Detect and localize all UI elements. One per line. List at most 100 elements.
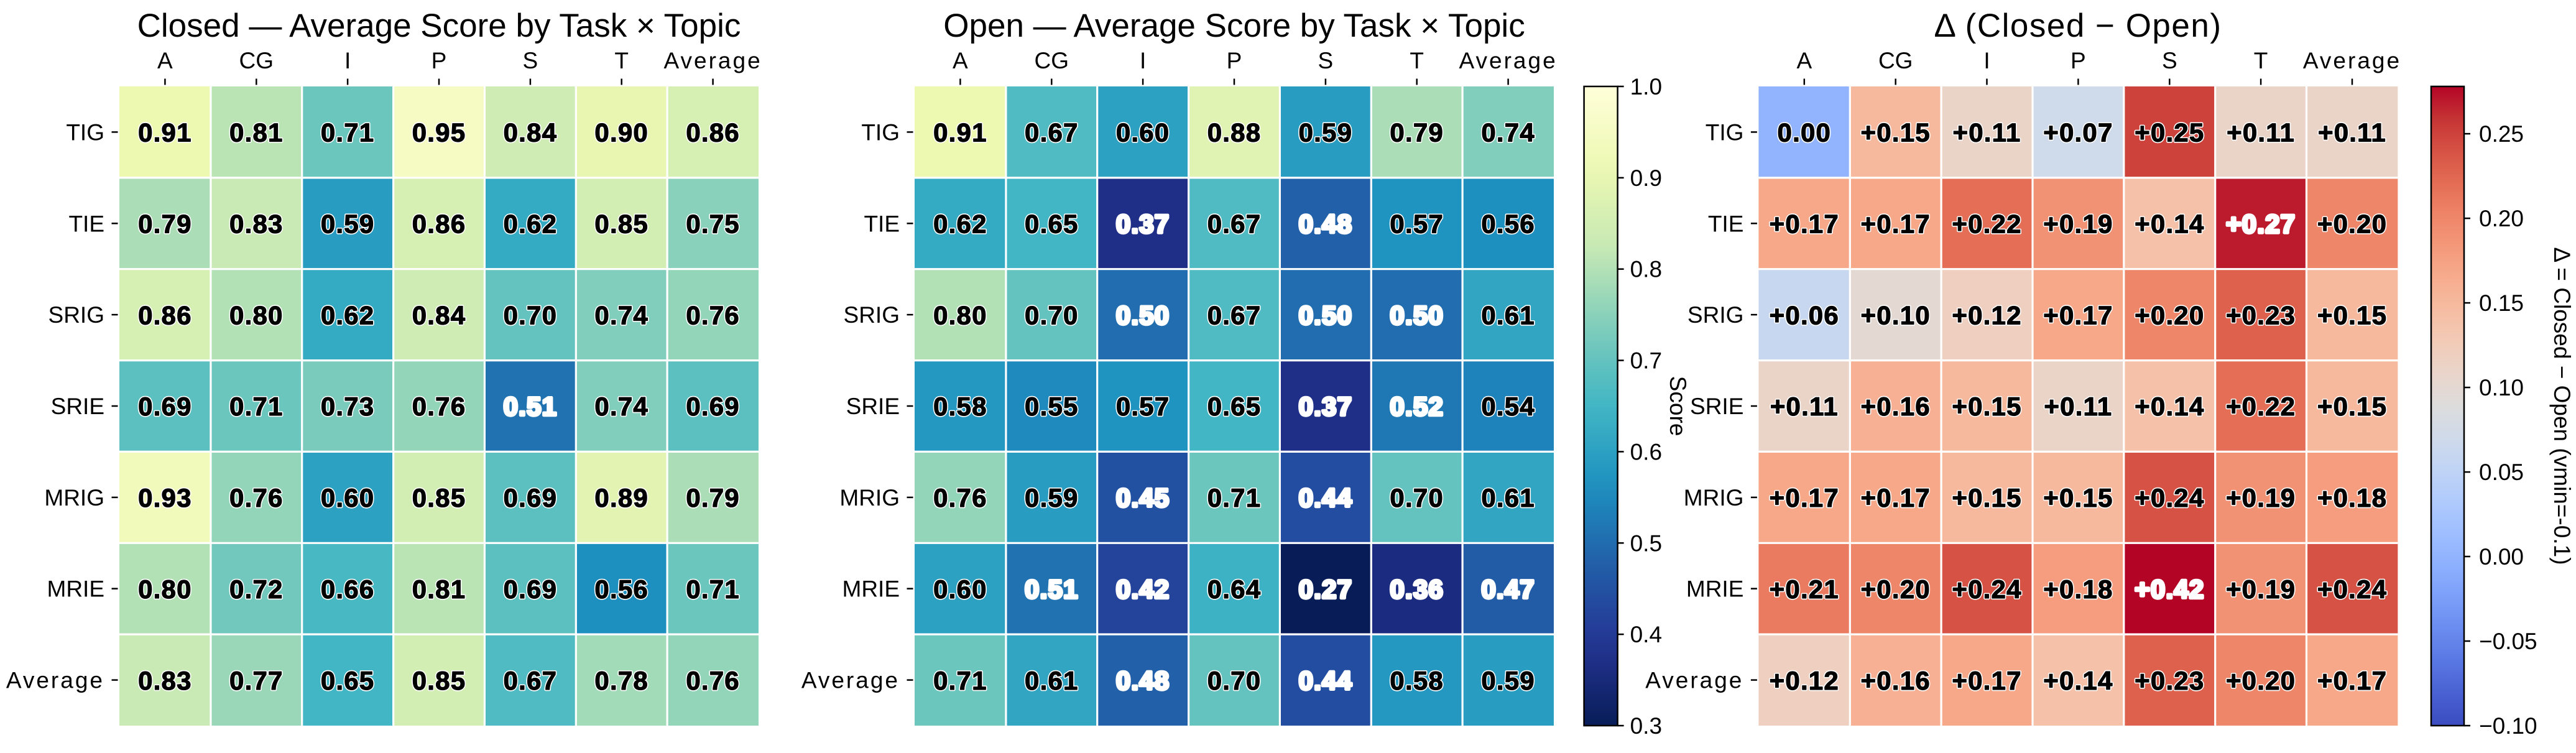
svg-text:0.45: 0.45 bbox=[1116, 483, 1170, 512]
svg-text:+0.07: +0.07 bbox=[2043, 118, 2113, 147]
svg-text:0.56: 0.56 bbox=[1481, 210, 1535, 239]
svg-text:I: I bbox=[1140, 48, 1146, 73]
svg-text:0.76: 0.76 bbox=[412, 392, 466, 421]
svg-text:0.25: 0.25 bbox=[2479, 121, 2524, 147]
svg-text:0.67: 0.67 bbox=[1207, 210, 1262, 239]
svg-text:0.72: 0.72 bbox=[229, 575, 284, 604]
svg-text:0.61: 0.61 bbox=[1025, 666, 1079, 695]
svg-text:+0.15: +0.15 bbox=[2317, 392, 2387, 421]
svg-text:0.50: 0.50 bbox=[1116, 300, 1170, 330]
svg-text:0.70: 0.70 bbox=[1025, 300, 1079, 330]
svg-text:+0.11: +0.11 bbox=[1953, 118, 2021, 147]
svg-text:0.76: 0.76 bbox=[686, 666, 740, 695]
svg-text:0.86: 0.86 bbox=[138, 300, 192, 330]
svg-text:0.67: 0.67 bbox=[504, 666, 558, 695]
svg-text:0.50: 0.50 bbox=[1299, 300, 1353, 330]
svg-text:0.60: 0.60 bbox=[321, 483, 375, 512]
svg-text:+0.17: +0.17 bbox=[1952, 666, 2021, 695]
svg-text:0.85: 0.85 bbox=[412, 666, 466, 695]
svg-text:0.85: 0.85 bbox=[412, 666, 466, 695]
svg-text:+0.10: +0.10 bbox=[1861, 300, 1931, 330]
svg-text:0.71: 0.71 bbox=[321, 118, 375, 147]
svg-text:0.10: 0.10 bbox=[2479, 375, 2524, 400]
svg-text:+0.17: +0.17 bbox=[1861, 210, 1931, 239]
svg-text:0.85: 0.85 bbox=[594, 210, 649, 239]
svg-text:+0.20: +0.20 bbox=[2317, 210, 2387, 239]
svg-text:0.50: 0.50 bbox=[1299, 300, 1353, 330]
svg-text:0.48: 0.48 bbox=[1116, 666, 1170, 695]
svg-text:0.70: 0.70 bbox=[1390, 483, 1444, 512]
svg-text:0.69: 0.69 bbox=[686, 392, 740, 421]
svg-text:+0.17: +0.17 bbox=[1770, 210, 1839, 239]
svg-text:0.61: 0.61 bbox=[1025, 666, 1079, 695]
svg-text:0.42: 0.42 bbox=[1116, 575, 1170, 604]
svg-text:+0.15: +0.15 bbox=[1952, 483, 2021, 512]
svg-text:+0.17: +0.17 bbox=[1770, 483, 1839, 512]
svg-text:+0.19: +0.19 bbox=[2043, 210, 2113, 239]
svg-text:0.54: 0.54 bbox=[1481, 392, 1535, 421]
svg-text:+0.22: +0.22 bbox=[1952, 210, 2021, 239]
svg-text:+0.20: +0.20 bbox=[2317, 210, 2387, 239]
svg-text:0.62: 0.62 bbox=[504, 210, 558, 239]
svg-text:0.79: 0.79 bbox=[686, 483, 740, 512]
svg-text:TIG: TIG bbox=[1706, 119, 1744, 145]
svg-text:0.37: 0.37 bbox=[1299, 392, 1353, 421]
svg-text:+0.19: +0.19 bbox=[2226, 575, 2296, 604]
svg-text:0.83: 0.83 bbox=[229, 210, 284, 239]
svg-text:+0.24: +0.24 bbox=[2135, 483, 2204, 512]
svg-text:0.67: 0.67 bbox=[1025, 118, 1079, 147]
svg-text:0.9: 0.9 bbox=[1630, 165, 1662, 191]
svg-text:0.69: 0.69 bbox=[504, 483, 558, 512]
svg-text:+0.18: +0.18 bbox=[2043, 575, 2113, 604]
svg-text:0.73: 0.73 bbox=[321, 392, 375, 421]
svg-text:0.56: 0.56 bbox=[594, 575, 649, 604]
svg-text:TIE: TIE bbox=[68, 211, 104, 236]
svg-text:0.71: 0.71 bbox=[229, 392, 284, 421]
svg-text:0.88: 0.88 bbox=[1207, 118, 1262, 147]
svg-text:MRIE: MRIE bbox=[47, 576, 105, 602]
svg-text:Average: Average bbox=[1459, 48, 1558, 73]
svg-text:0.81: 0.81 bbox=[412, 575, 466, 604]
svg-text:0.85: 0.85 bbox=[594, 210, 649, 239]
svg-text:0.90: 0.90 bbox=[594, 118, 649, 147]
svg-text:0.00: 0.00 bbox=[1778, 118, 1832, 147]
svg-text:+0.17: +0.17 bbox=[2043, 300, 2113, 330]
svg-text:0.93: 0.93 bbox=[138, 483, 192, 512]
svg-text:0.65: 0.65 bbox=[1207, 392, 1262, 421]
svg-text:0.59: 0.59 bbox=[1481, 666, 1535, 695]
svg-text:0.86: 0.86 bbox=[412, 210, 466, 239]
svg-text:Average: Average bbox=[6, 668, 104, 693]
svg-text:0.61: 0.61 bbox=[1481, 300, 1535, 330]
svg-text:+0.11: +0.11 bbox=[1770, 392, 1839, 421]
svg-text:+0.17: +0.17 bbox=[2317, 666, 2387, 695]
svg-text:0.37: 0.37 bbox=[1116, 210, 1170, 239]
svg-text:0.57: 0.57 bbox=[1116, 392, 1170, 421]
svg-text:0.44: 0.44 bbox=[1299, 483, 1353, 512]
svg-text:TIG: TIG bbox=[861, 119, 900, 145]
svg-text:0.79: 0.79 bbox=[686, 483, 740, 512]
svg-text:0.51: 0.51 bbox=[1025, 575, 1079, 604]
svg-text:0.85: 0.85 bbox=[412, 483, 466, 512]
svg-text:TIE: TIE bbox=[1708, 211, 1744, 236]
svg-text:+0.07: +0.07 bbox=[2043, 118, 2113, 147]
svg-text:0.52: 0.52 bbox=[1390, 392, 1444, 421]
svg-text:+0.16: +0.16 bbox=[1861, 666, 1931, 695]
svg-text:+0.22: +0.22 bbox=[2226, 392, 2296, 421]
svg-text:0.76: 0.76 bbox=[933, 483, 987, 512]
svg-text:0.5: 0.5 bbox=[1630, 530, 1662, 556]
svg-text:0.84: 0.84 bbox=[412, 300, 466, 330]
svg-text:+0.14: +0.14 bbox=[2043, 666, 2113, 695]
svg-text:+0.11: +0.11 bbox=[2044, 392, 2112, 421]
svg-text:1.0: 1.0 bbox=[1630, 74, 1662, 99]
svg-text:TIE: TIE bbox=[864, 211, 900, 236]
svg-text:0.70: 0.70 bbox=[1025, 300, 1079, 330]
svg-text:0.78: 0.78 bbox=[594, 666, 649, 695]
svg-text:0.3: 0.3 bbox=[1630, 713, 1662, 739]
svg-text:0.44: 0.44 bbox=[1299, 666, 1353, 695]
svg-text:0.55: 0.55 bbox=[1025, 392, 1079, 421]
svg-text:+0.12: +0.12 bbox=[1770, 666, 1839, 695]
svg-text:SRIE: SRIE bbox=[1690, 394, 1743, 419]
svg-text:0.36: 0.36 bbox=[1390, 575, 1444, 604]
svg-text:0.48: 0.48 bbox=[1116, 666, 1170, 695]
svg-text:0.59: 0.59 bbox=[1025, 483, 1079, 512]
